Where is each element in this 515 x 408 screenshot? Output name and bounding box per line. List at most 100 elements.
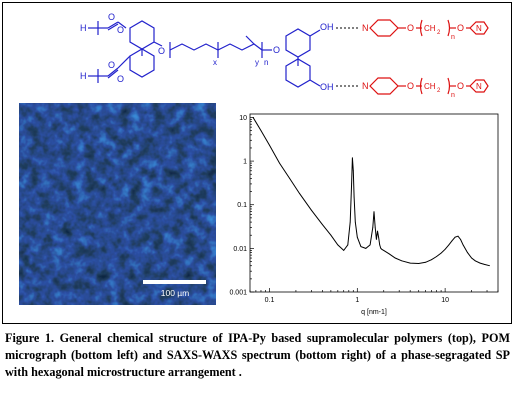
n-label: n (264, 58, 268, 67)
data-point (354, 221, 356, 223)
data-point (418, 263, 420, 264)
saxs-waxs-chart: 0.1 1 10 0.001 0.01 0.1 1 10 q [nm-1] (229, 113, 499, 316)
o-red-bottom-2: O (457, 81, 464, 91)
scale-bar (143, 280, 206, 284)
data-point (356, 236, 358, 238)
data-point (330, 234, 332, 236)
data-point (369, 244, 371, 246)
data-point (289, 178, 291, 179)
data-point (460, 239, 461, 240)
y-tick-label: 0.001 (229, 290, 247, 297)
n-atom-bottom: N (362, 81, 369, 91)
data-point (489, 265, 490, 267)
ch2-sub-top: 2 (437, 30, 441, 36)
data-point (260, 130, 262, 131)
data-point (436, 256, 437, 257)
y-label: y (255, 58, 259, 67)
data-point (388, 253, 390, 255)
data-point (373, 211, 375, 212)
data-point (299, 193, 300, 194)
data-point (471, 257, 472, 259)
data-point (401, 260, 403, 262)
data-point (380, 248, 382, 249)
data-point (448, 244, 450, 246)
o-red-bottom-1: O (407, 81, 414, 91)
chemical-structure-scheme: H H O O O O O x y n O OH OH N (80, 12, 489, 98)
data-point (381, 248, 383, 250)
data-point (377, 230, 378, 232)
series-line (252, 117, 490, 267)
o-label-ring: O (273, 45, 280, 55)
y-tick-label: 1 (243, 159, 247, 166)
data-point (352, 170, 354, 172)
data-point (352, 157, 353, 158)
scale-bar-label: 100 µm (160, 288, 190, 298)
data-point (347, 244, 349, 246)
data-point (484, 264, 485, 265)
n-atom-top: N (362, 23, 369, 33)
oh-label-top: OH (320, 22, 334, 32)
n-atom-top-right: N (476, 24, 482, 33)
data-point (322, 224, 323, 225)
o-label-chain: O (158, 46, 165, 56)
data-point (311, 209, 312, 211)
data-point (269, 144, 270, 146)
data-point (279, 162, 280, 164)
x-axis-label: q [nm-1] (361, 309, 387, 316)
data-point (351, 183, 352, 185)
o-label-4: O (117, 74, 124, 84)
plot-frame (249, 113, 499, 293)
data-point (383, 250, 385, 251)
figure-frame (2, 2, 512, 324)
x-label: x (213, 58, 217, 67)
data-point (451, 240, 453, 242)
x-tick-label: 0.1 (265, 297, 275, 304)
data-point (378, 236, 379, 238)
x-tick-label: 10 (441, 297, 449, 304)
h-label-top: H (80, 23, 87, 33)
oh-label-bottom: OH (320, 82, 334, 92)
data-point (440, 252, 442, 254)
data-point (372, 227, 374, 228)
data-point (374, 227, 376, 228)
ch2-sub-bottom: 2 (437, 88, 441, 94)
data-point (394, 257, 396, 259)
figure-caption: Figure 1. General chemical structure of … (5, 331, 510, 379)
n-atom-bottom-right: N (476, 82, 482, 91)
data-point (376, 239, 377, 240)
data-point (431, 259, 432, 261)
data-point (365, 248, 367, 249)
data-point (409, 262, 411, 264)
data-point (462, 244, 464, 246)
data-point (360, 246, 362, 248)
data-point (479, 262, 481, 264)
o-label-3: O (108, 60, 115, 70)
n-sub-bottom: n (451, 92, 455, 98)
o-label-1: O (108, 12, 115, 22)
o-red-top-1: O (407, 23, 414, 33)
data-point (252, 117, 254, 118)
data-point (454, 236, 456, 238)
y-tick-label: 0.1 (237, 202, 247, 209)
data-point (349, 221, 351, 223)
y-tick-label: 10 (239, 115, 247, 122)
data-point (467, 252, 468, 254)
data-point (337, 244, 339, 246)
data-point (457, 235, 459, 237)
pom-micrograph (19, 103, 216, 305)
x-tick-label: 1 (355, 297, 359, 304)
h-label-bottom: H (80, 71, 87, 81)
n-sub-top: n (451, 34, 455, 41)
data-point (343, 250, 345, 251)
micrograph-texture (19, 103, 216, 305)
ch2-bottom: CH (424, 82, 436, 91)
data-point (353, 196, 355, 198)
data-point (474, 260, 476, 262)
o-label-2: O (117, 25, 124, 35)
data-point (379, 244, 381, 246)
y-tick-label: 0.01 (233, 246, 247, 253)
o-red-top-2: O (457, 23, 464, 33)
ch2-top: CH (424, 24, 436, 33)
data-point (444, 248, 446, 250)
data-point (425, 261, 426, 263)
